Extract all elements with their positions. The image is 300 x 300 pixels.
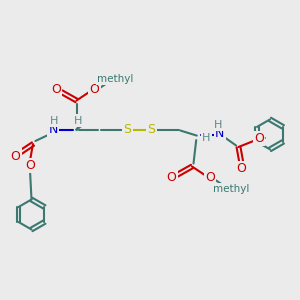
Text: O: O <box>205 171 215 184</box>
Text: N: N <box>215 127 224 140</box>
Text: H: H <box>50 116 58 126</box>
Text: H: H <box>214 120 222 130</box>
Text: O: O <box>51 82 61 96</box>
Text: O: O <box>167 171 176 184</box>
Text: S: S <box>124 123 131 136</box>
Text: methyl: methyl <box>213 184 249 194</box>
Text: O: O <box>254 132 264 145</box>
Text: N: N <box>49 123 58 136</box>
Text: O: O <box>90 82 99 96</box>
Text: S: S <box>148 123 155 136</box>
Text: H: H <box>74 116 82 126</box>
Text: methyl: methyl <box>97 74 134 84</box>
Text: H: H <box>202 133 210 143</box>
Text: O: O <box>25 159 35 172</box>
Text: O: O <box>237 162 246 175</box>
Text: O: O <box>11 149 20 163</box>
